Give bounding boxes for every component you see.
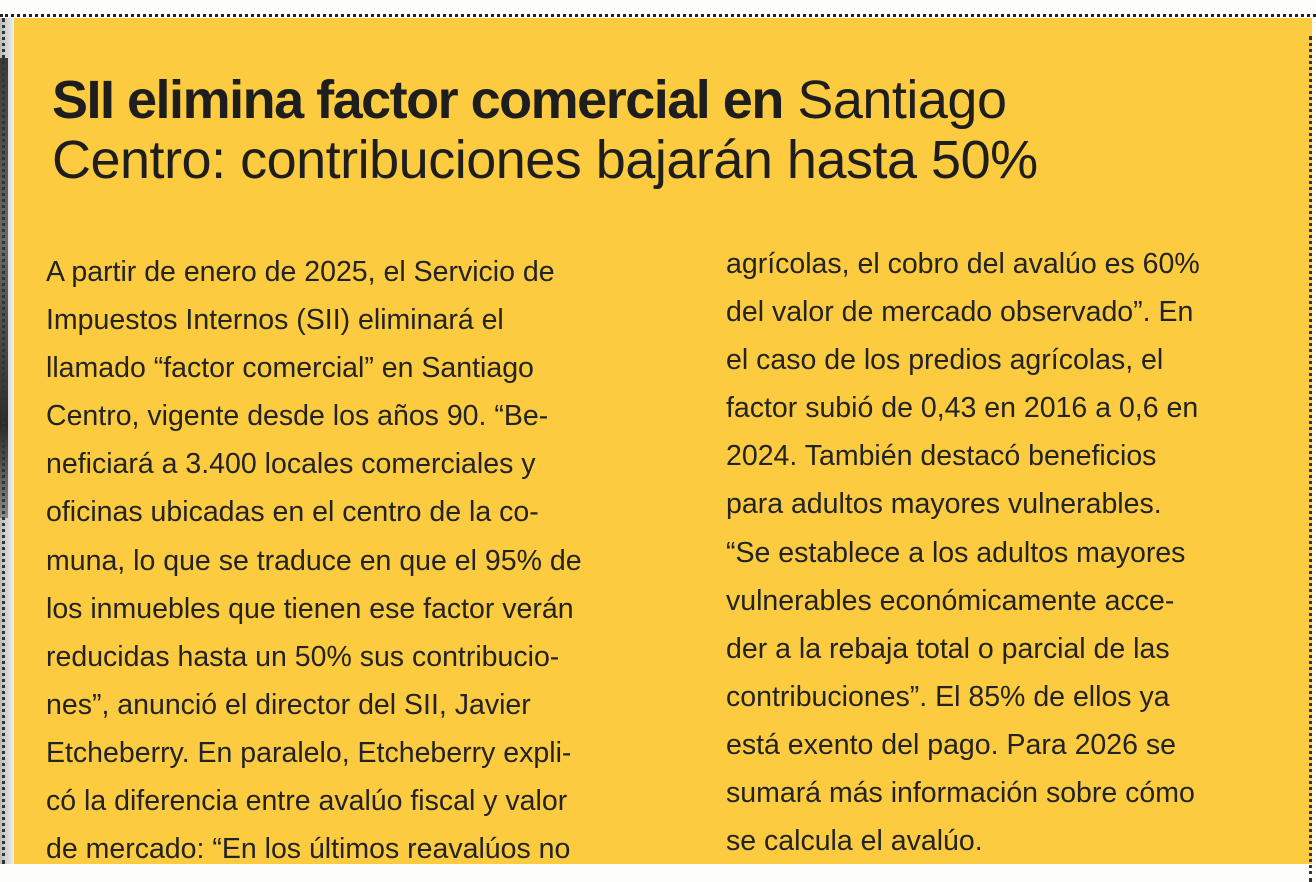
column-left-line: reducidas hasta un 50% sus contribucio- [46, 640, 560, 673]
column-right-line: del valor de mercado observado”. En [726, 296, 1194, 329]
article-column-left: A partir de enero de 2025, el Servicio d… [46, 248, 582, 873]
right-dotted-border [1309, 36, 1312, 882]
headline-bold-part: SII elimina factor comercial en [52, 70, 784, 130]
column-right-line: agrícolas, el cobro del avalúo es 60% [726, 248, 1200, 280]
column-left-line: Impuestos Internos (SII) eliminará el [46, 304, 504, 337]
column-left-line: muna, lo que se traduce en que el 95% de [46, 544, 582, 577]
column-left-line: neficiará a 3.400 locales comerciales y [46, 448, 536, 481]
headline-line-2: Centro: contribuciones bajarán hasta 50% [52, 130, 1038, 190]
column-left-line: oficinas ubicadas en el centro de la co- [46, 496, 539, 529]
column-right-line: está exento del pago. Para 2026 se [726, 728, 1177, 761]
column-right-line: sumará más información sobre cómo [726, 777, 1195, 810]
column-right-line: el caso de los predios agrícolas, el [726, 344, 1164, 377]
column-right-line: para adultos mayores vulnerables. [726, 488, 1162, 521]
column-right-line: der a la rebaja total o parcial de las [726, 632, 1170, 665]
top-dotted-border [0, 14, 1316, 17]
column-right-line: vulnerables económicamente acce- [726, 584, 1175, 617]
headline-regular-part: Santiago [782, 70, 1007, 130]
column-left-line: A partir de enero de 2025, el Servicio d… [46, 256, 555, 288]
column-left-line: Centro, vigente desde los años 90. “Be- [46, 400, 549, 433]
column-right-line: factor subió de 0,43 en 2016 a 0,6 en [726, 392, 1199, 425]
article-headline: SII elimina factor comercial en Santiago… [52, 70, 1292, 190]
left-dotted-border [2, 18, 5, 864]
column-right-line: 2024. También destacó beneficios [726, 440, 1157, 473]
column-left-line: de mercado: “En los últimos reavalúos no [46, 833, 571, 866]
column-left-line: có la diferencia entre avalúo fiscal y v… [46, 785, 568, 818]
column-left-line: los inmuebles que tienen ese factor verá… [46, 592, 574, 625]
column-left-line: Etcheberry. En paralelo, Etcheberry expl… [46, 736, 572, 769]
article-box: SII elimina factor comercial en Santiago… [14, 18, 1312, 882]
column-right-line: se calcula el avalúo. [726, 825, 983, 858]
column-left-line: llamado “factor comercial” en Santiago [46, 352, 534, 385]
article-column-right: agrícolas, el cobro del avalúo es 60% de… [726, 240, 1200, 865]
column-left-line: nes”, anunció el director del SII, Javie… [46, 688, 531, 721]
column-right-line: contribuciones”. El 85% de ellos ya [726, 680, 1170, 713]
column-right-line: “Se establece a los adultos mayores [726, 536, 1186, 569]
